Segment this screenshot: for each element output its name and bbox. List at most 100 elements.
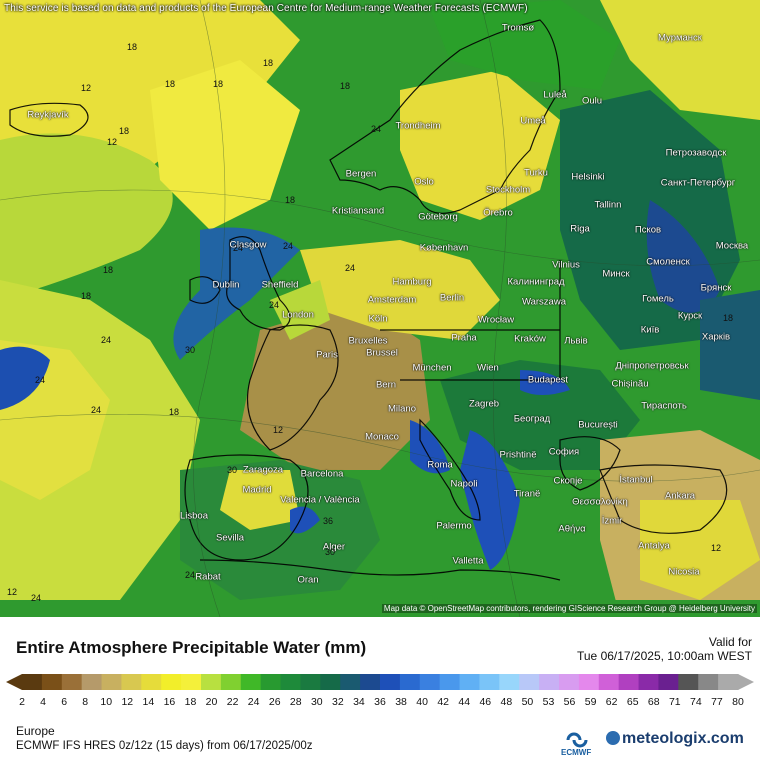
map-area[interactable]: This service is based on data and produc… — [0, 0, 760, 617]
city-label: Barcelona — [300, 468, 344, 480]
colorbar-tick-label: 46 — [479, 696, 492, 708]
precipitable-water-field — [0, 0, 760, 617]
meteologix-logo[interactable]: meteologix.com — [606, 730, 744, 748]
colorbar-tick-label: 80 — [732, 696, 744, 708]
contour-value: 18 — [212, 79, 224, 89]
city-label: İstanbul — [619, 474, 653, 486]
contour-value: 24 — [34, 375, 46, 385]
city-label: Valencia / València — [280, 494, 360, 506]
colorbar-tick-label: 59 — [584, 696, 597, 708]
globe-icon — [606, 731, 620, 745]
city-label: Гомель — [642, 293, 674, 305]
colorbar-tick-label: 4 — [40, 696, 46, 708]
colorbar-swatch — [578, 674, 600, 690]
contour-value: 18 — [284, 195, 296, 205]
city-label: Санкт-Петербург — [660, 177, 736, 189]
city-label: Мурманск — [658, 32, 702, 44]
colorbar-swatch — [439, 674, 461, 690]
city-label: Тираспоть — [641, 400, 687, 412]
ecmwf-attribution: This service is based on data and produc… — [4, 3, 528, 14]
city-label: București — [578, 419, 618, 431]
colorbar-swatch — [260, 674, 282, 690]
city-label: Скопје — [553, 475, 583, 487]
city-label: Bergen — [345, 168, 377, 180]
contour-value: 36 — [322, 516, 334, 526]
colorbar-tick-label: 14 — [142, 696, 155, 708]
city-label: Псков — [634, 224, 662, 236]
city-label: Vilnius — [552, 259, 580, 271]
city-label: Αθήνα — [558, 523, 586, 535]
city-label: Riga — [570, 223, 590, 235]
contour-value: 30 — [184, 345, 196, 355]
colorbar-swatch — [499, 674, 520, 690]
city-label: Rabat — [195, 571, 221, 583]
city-label: Hamburg — [392, 276, 432, 288]
city-label: Monaco — [365, 431, 399, 443]
city-label: Dublin — [212, 279, 240, 291]
city-label: Ankara — [664, 490, 696, 502]
chart-title: Entire Atmosphere Precipitable Water (mm… — [16, 638, 367, 657]
city-label: Tromsø — [501, 22, 535, 34]
colorbar-tick-label: 2 — [19, 696, 25, 708]
city-label: Kraków — [514, 333, 546, 345]
colorbar-swatch — [81, 674, 103, 690]
colorbar-tick-label: 53 — [542, 696, 555, 708]
city-label: Budapest — [527, 374, 569, 386]
city-label: София — [548, 446, 580, 458]
colorbar-tick-label: 77 — [711, 696, 723, 708]
colorbar-swatch — [638, 674, 659, 690]
colorbar-swatch — [201, 674, 222, 690]
contour-value: 12 — [710, 543, 722, 553]
colorbar-tick-label: 12 — [121, 696, 134, 708]
model-info: ECMWF IFS HRES 0z/12z (15 days) from 06/… — [16, 740, 313, 752]
colorbar-swatch — [539, 674, 560, 690]
city-label: Nicosia — [668, 566, 700, 578]
colorbar-swatch — [559, 674, 580, 690]
colorbar-tick-label: 44 — [458, 696, 471, 708]
colorbar-tick-label: 68 — [647, 696, 660, 708]
colorbar-swatch — [22, 674, 43, 690]
city-label: Брянск — [700, 282, 732, 294]
contour-value: 18 — [722, 313, 734, 323]
contour-value: 12 — [80, 83, 92, 93]
city-label: Reykjavík — [27, 109, 69, 121]
city-label: Wien — [477, 362, 499, 374]
city-label: Göteborg — [418, 211, 458, 223]
contour-value: 18 — [80, 291, 92, 301]
city-label: Prishtinë — [499, 449, 537, 461]
contour-value: 12 — [106, 137, 118, 147]
city-label: Helsinki — [571, 171, 605, 183]
colorbar-swatch — [459, 674, 480, 690]
colorbar-tick-label: 40 — [416, 696, 428, 708]
city-label: Bern — [375, 379, 397, 391]
colorbar-svg — [6, 674, 754, 690]
legend-footer: Entire Atmosphere Precipitable Water (mm… — [0, 620, 760, 760]
colorbar-tick-label: 30 — [310, 696, 323, 708]
colorbar-swatch — [419, 674, 441, 690]
city-label: Курск — [677, 310, 703, 322]
city-label: Минск — [602, 268, 630, 280]
city-label: Петрозаводск — [665, 147, 727, 159]
city-label: Харків — [701, 331, 731, 343]
colorbar-tick-label: 22 — [226, 696, 239, 708]
city-label: Київ — [640, 324, 660, 336]
city-label: Oran — [297, 574, 319, 586]
colorbar-swatch — [181, 674, 202, 690]
colorbar-tick-label: 62 — [605, 696, 618, 708]
colorbar-tick-label: 18 — [184, 696, 197, 708]
colorbar-swatch — [300, 674, 321, 690]
contour-value: 30 — [226, 465, 238, 475]
colorbar-swatch — [161, 674, 182, 690]
colorbar-swatch — [141, 674, 162, 690]
colorbar-tick-label: 74 — [690, 696, 702, 708]
city-label: İzmir — [601, 515, 623, 527]
city-label: München — [412, 362, 452, 374]
city-label: Chișinău — [611, 378, 649, 390]
city-label: Turku — [524, 167, 548, 179]
city-label: Palermo — [436, 520, 472, 532]
city-label: Београд — [513, 413, 551, 425]
ecmwf-label: ECMWF — [561, 748, 592, 757]
city-label: Milano — [388, 403, 416, 415]
contour-value: 18 — [164, 79, 176, 89]
contour-value: 12 — [272, 425, 284, 435]
